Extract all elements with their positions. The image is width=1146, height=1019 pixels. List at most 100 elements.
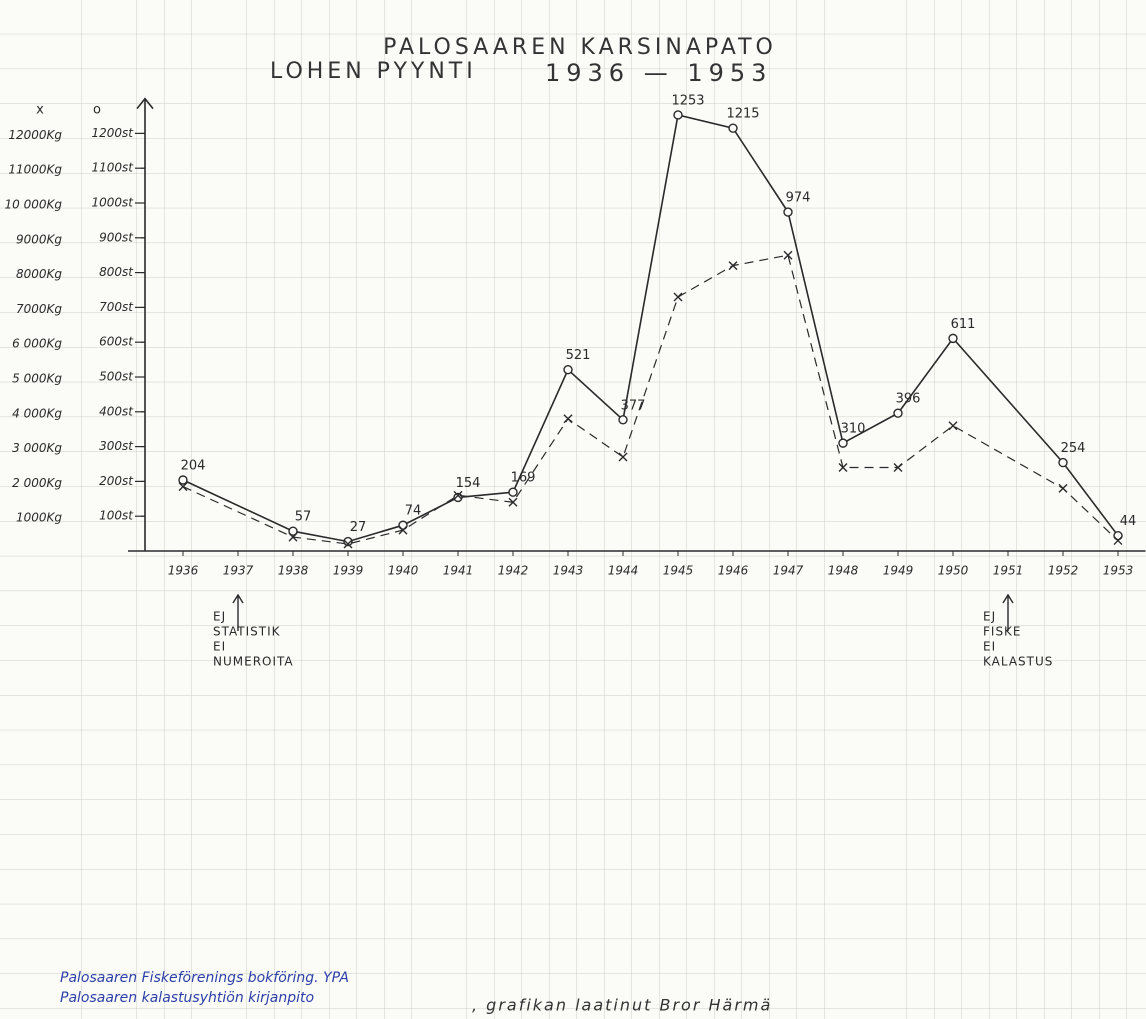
value-label: 74 [405,504,422,519]
y2-tick-label: 12000Kg [8,128,62,142]
y-tick-label: 300st [99,439,134,453]
value-label: 1253 [671,93,704,108]
point-marker [948,333,958,344]
x-tick-label: 1950 [938,564,969,578]
y2-tick-label: 10 000Kg [5,198,63,212]
point-marker [618,452,628,462]
y2-tick-label: 6 000Kg [12,337,62,351]
annotation-text: EJ [983,610,996,624]
x-tick-label: 1948 [828,564,859,578]
point-marker [893,408,903,418]
annotation-text: KALASTUS [983,655,1053,669]
source-line: Palosaaren Fiskeförenings bokföring. YPA [60,970,349,986]
point-marker [673,292,683,302]
y-axis-header: o [93,103,101,118]
y2-tick-label: 11000Kg [8,163,62,177]
value-label: 57 [295,510,312,525]
x-tick-label: 1937 [223,564,254,578]
value-label: 310 [841,422,866,437]
chart-subtitle: LOHEN PYYNTI [270,59,477,84]
point-marker [728,261,738,271]
value-label: 611 [951,317,976,332]
value-label: 521 [566,348,591,363]
value-label: 974 [786,191,811,206]
x-tick-label: 1951 [993,564,1024,578]
point-marker [673,110,683,120]
y-axis-arrow [136,97,154,110]
y-tick-label: 600st [99,335,134,349]
y-tick-label: 1000st [92,196,135,210]
x-tick-label: 1953 [1103,564,1134,578]
point-marker [728,123,738,133]
annotation-arrow [232,593,244,631]
point-marker [1058,483,1068,493]
y2-tick-label: 5 000Kg [12,372,62,386]
point-marker [1113,536,1123,546]
x-tick-label: 1938 [278,564,309,578]
y2-tick-label: 4 000Kg [12,406,62,420]
y2-tick-label: 9000Kg [16,232,62,246]
y-tick-label: 100st [99,509,134,523]
annotation-text: NUMEROITA [213,655,294,669]
y2-tick-label: 8000Kg [16,267,62,281]
x-tick-label: 1942 [498,564,529,578]
y2-axis-header: x [36,103,44,118]
point-marker [508,487,518,497]
point-marker [453,490,463,500]
point-marker [288,532,298,542]
x-tick-label: 1936 [168,564,199,578]
annotation-text: STATISTIK [213,625,281,639]
point-marker [783,207,793,217]
x-tick-label: 1944 [608,564,639,578]
point-marker [178,475,188,485]
series-line [182,254,1119,545]
x-tick-label: 1943 [553,564,584,578]
point-marker [948,421,958,431]
y2-tick-label: 2 000Kg [12,476,62,490]
y-tick-label: 200st [99,474,134,488]
annotation-text: EI [983,640,996,654]
series-line [182,114,1119,543]
point-marker [783,250,793,260]
value-label: 44 [1120,514,1137,529]
point-marker [508,497,518,507]
y-tick-label: 1200st [92,126,135,140]
value-label: 27 [350,520,367,535]
value-label: 154 [456,476,481,491]
point-marker [563,414,573,424]
annotation-text: FISKE [983,625,1022,639]
author-note: , grafikan laatinut Bror Härmä [472,996,772,1015]
point-marker [1058,457,1068,468]
value-label: 204 [181,459,206,474]
x-tick-label: 1952 [1048,564,1079,578]
point-marker [288,526,298,536]
x-tick-label: 1949 [883,564,914,578]
y-tick-label: 1100st [92,161,135,175]
chart-period: 1936 — 1953 [545,59,772,87]
x-tick-label: 1946 [718,564,749,578]
y-tick-label: 800st [99,265,134,279]
point-marker [618,415,628,425]
x-tick-label: 1940 [388,564,419,578]
source-line: Palosaaren kalastusyhtiön kirjanpito [60,990,314,1006]
value-label: 169 [511,471,536,486]
point-marker [838,438,848,448]
annotation-arrow [1002,593,1014,631]
value-label: 396 [896,392,921,407]
point-marker [178,482,188,492]
y2-tick-label: 1000Kg [16,511,62,525]
value-label: 377 [621,398,646,413]
y-tick-label: 700st [99,300,134,314]
y-tick-label: 500st [99,370,134,384]
x-tick-label: 1939 [333,564,364,578]
x-tick-label: 1941 [443,564,474,578]
annotation-text: EJ [213,610,226,624]
y-tick-label: 400st [99,404,134,418]
point-marker [838,462,848,472]
point-marker [343,536,353,547]
x-tick-label: 1947 [773,564,804,578]
annotation-text: EI [213,640,226,654]
x-tick-label: 1945 [663,564,694,578]
